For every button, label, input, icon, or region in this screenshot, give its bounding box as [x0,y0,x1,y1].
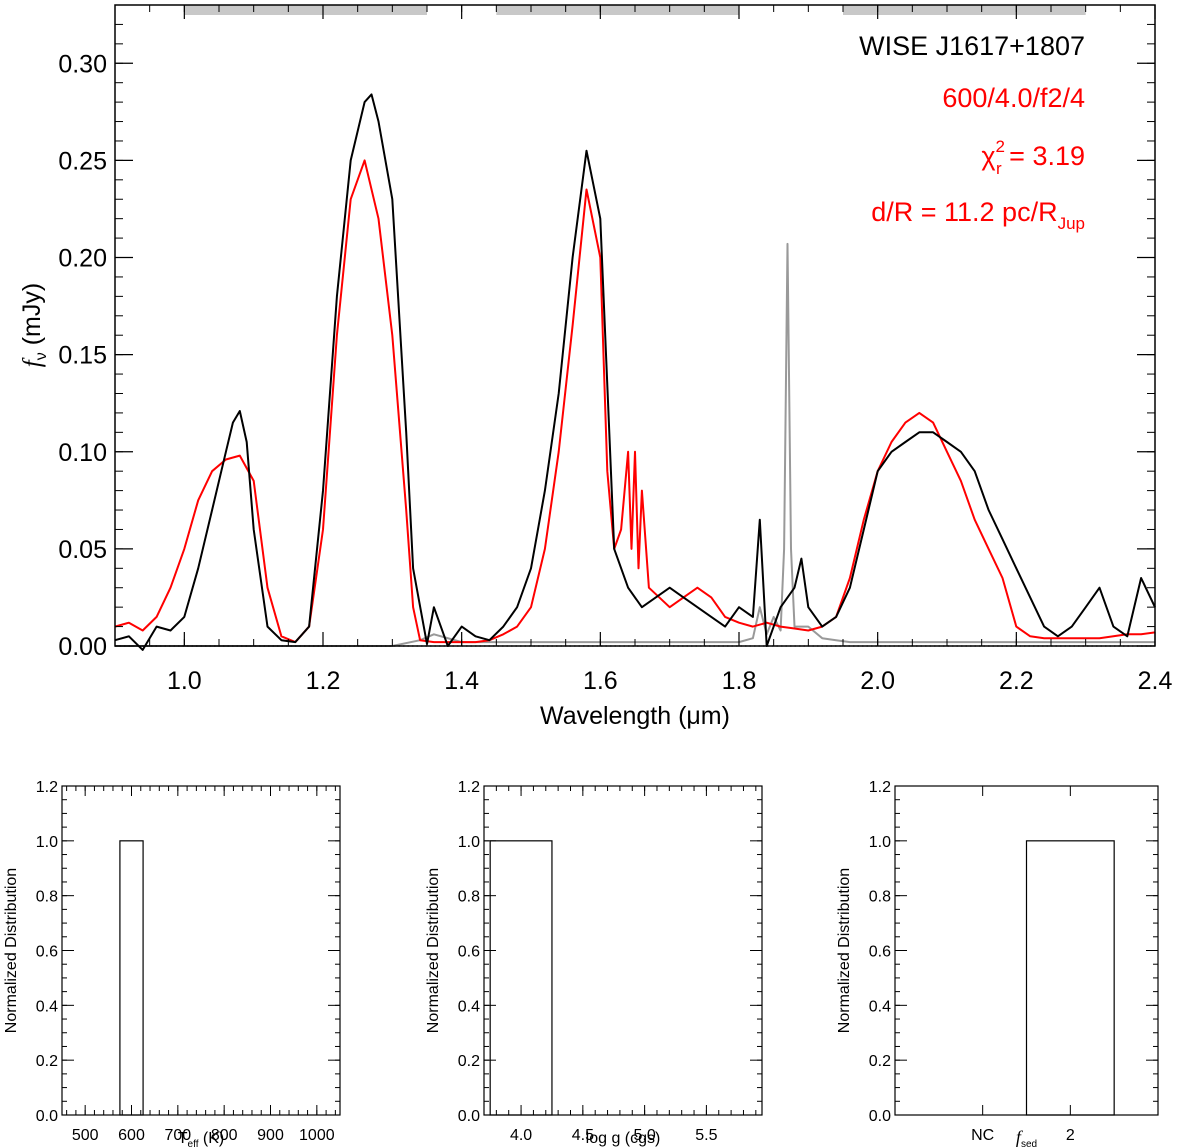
distance-radius-text: d/R = 11.2 pc/R [871,197,1057,227]
histogram-frame [61,785,341,1116]
histogram-bar [1025,840,1115,1116]
hist-y-tick-label: 1.0 [458,834,480,851]
spectrum-x-axis: 1.0 1.2 1.4 1.6 1.8 2.0 2.2 2.4 [114,5,1173,695]
fit-band-1 [184,5,427,15]
hist-y-tick-label: 0.2 [36,1053,58,1070]
hist-x-tick-label: 2 [1066,1127,1075,1144]
logg-histogram-panel: 4.0 4.5 5.0 5.5 0.0 0.2 0.4 0.6 0.8 1.0 1.2 Normali… [425,779,763,1147]
x-tick-label: 2.4 [1138,667,1173,695]
spectrum-y-axis-label: fν (mJy) [18,283,50,367]
hist-x-label-main: log g (cgs) [586,1130,661,1147]
fsed-histogram-panel: NC 2 0.0 0.2 0.4 0.6 0.8 1.0 1.2 Normalized Distr… [836,779,1159,1148]
model-label: 600/4.0/f2/4 [942,83,1085,113]
spectrum-x-axis-label: Wavelength (μm) [540,702,730,730]
fit-band-markers [184,5,1086,15]
hist-y-tick-label: 0.0 [458,1108,480,1125]
hist-x-label-main: T [178,1130,188,1147]
x-tick-label: 1.8 [722,667,757,695]
x-tick-label: 2.2 [999,667,1034,695]
hist-x-tick-label: 500 [72,1127,99,1144]
y-tick-label: 0.15 [58,342,107,370]
hist-y-axis-label: Normalized Distribution [836,868,853,1033]
y-tick-label: 0.10 [58,439,107,467]
y-tick-label: 0.20 [58,245,107,273]
hist-y-tick-label: 0.8 [869,889,891,906]
hist-x-axis-label: log g (cgs) [586,1130,661,1147]
chi2-label: χ2 r = 3.19 [981,137,1085,178]
model-spectrum-line [114,159,1156,644]
y-tick-label: 0.25 [58,147,107,175]
hist-y-tick-label: 1.2 [869,779,891,796]
y-label-unit: (mJy) [18,283,46,352]
fit-band-3 [843,5,1086,15]
hist-y-tick-label: 0.2 [869,1053,891,1070]
teff-histogram-panel: 500 600 700 800 900 1000 0.0 0.2 0.4 0.6 0.8 1.0 1.2… [3,779,341,1148]
chi2-subscript: r [996,159,1002,178]
hist-y-axis-label: Normalized Distribution [3,868,20,1033]
x-tick-label: 2.0 [860,667,895,695]
chi2-value: = 3.19 [1002,141,1085,171]
hist-y-tick-label: 0.4 [458,998,480,1015]
spectrum-panel: 1.0 1.2 1.4 1.6 1.8 2.0 2.2 2.4 0.00 0.05 0.10 0.1… [18,4,1173,730]
spectrum-series [114,93,1156,651]
x-tick-label: 1.6 [583,667,618,695]
hist-y-tick-label: 0.4 [869,998,891,1015]
hist-y-tick-label: 0.8 [458,889,480,906]
fit-band-2 [496,5,739,15]
hist-y-tick-label: 0.6 [458,944,480,961]
object-name: WISE J1617+1807 [859,31,1085,61]
hist-y-tick-label: 0.0 [869,1108,891,1125]
hist-x-axis-label: Teff (K) [178,1130,225,1148]
hist-x-tick-label: 900 [257,1127,284,1144]
hist-x-tick-label: 4.5 [572,1127,594,1144]
hist-x-tick-label: 1000 [299,1127,335,1144]
spectrum-y-axis: 0.00 0.05 0.10 0.15 0.20 0.25 0.30 [58,23,1155,661]
noise-spectrum-line [115,242,1155,647]
hist-y-tick-label: 0.4 [36,998,58,1015]
y-tick-label: 0.00 [58,633,107,661]
hist-x-tick-label: 5.5 [695,1127,717,1144]
hist-y-tick-label: 0.2 [458,1053,480,1070]
hist-y-tick-label: 1.0 [36,834,58,851]
y-tick-label: 0.30 [58,50,107,78]
hist-x-label-sub: eff [188,1139,199,1148]
hist-x-label-sub: sed [1021,1139,1037,1148]
chi2-superscript: 2 [996,137,1005,156]
hist-x-axis-label: fsed [1016,1127,1037,1148]
y-label-nu: ν [33,352,50,360]
y-label-f: f [19,357,46,367]
x-tick-label: 1.0 [167,667,202,695]
x-tick-label: 1.2 [306,667,341,695]
hist-x-label-main: f [1016,1127,1024,1147]
hist-x-tick-label: 600 [118,1127,145,1144]
histogram-frame [483,785,763,1116]
hist-y-tick-label: 0.6 [36,944,58,961]
distance-radius-label: d/R = 11.2 pc/RJup [871,197,1085,233]
hist-y-tick-label: 1.2 [458,779,480,796]
y-tick-label: 0.05 [58,536,107,564]
x-tick-label: 1.4 [444,667,479,695]
hist-x-tick-label: 5.0 [633,1127,655,1144]
hist-x-tick-label: 800 [211,1127,238,1144]
hist-y-tick-label: 0.6 [869,944,891,961]
hist-x-label-rest: (K) [198,1130,224,1147]
hist-y-tick-label: 0.0 [36,1108,58,1125]
chi2-symbol: χ [981,141,995,171]
histogram-bar [489,840,553,1116]
observed-spectrum-line [114,93,1156,651]
hist-x-tick-label: NC [971,1127,994,1144]
hist-y-axis-label: Normalized Distribution [425,868,442,1033]
hist-y-tick-label: 1.0 [869,834,891,851]
distance-radius-sub: Jup [1058,214,1085,233]
hist-y-tick-label: 1.2 [36,779,58,796]
hist-x-tick-label: 700 [164,1127,191,1144]
hist-x-tick-label: 4.0 [510,1127,532,1144]
hist-y-tick-label: 0.8 [36,889,58,906]
histogram-bar [119,840,144,1116]
